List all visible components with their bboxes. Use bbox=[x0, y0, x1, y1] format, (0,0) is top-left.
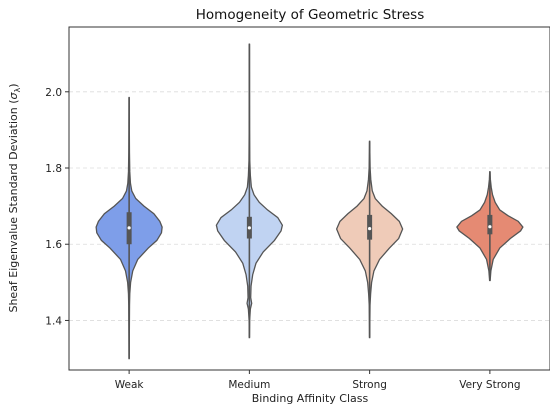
plot-frame bbox=[68, 26, 550, 371]
violin-median bbox=[247, 226, 251, 230]
y-tick-label: 1.4 bbox=[45, 315, 62, 327]
x-axis-ticks: Weak Medium Strong Very Strong bbox=[115, 370, 521, 391]
y-tick-label: 2.0 bbox=[45, 87, 62, 99]
violin-median bbox=[127, 226, 131, 230]
y-axis-label: Sheaf Eigenvalue Standard Deviation (σλ) bbox=[7, 83, 22, 312]
y-tick-label: 1.8 bbox=[45, 163, 62, 175]
x-tick-label: Medium bbox=[228, 379, 270, 391]
violin-median bbox=[368, 227, 372, 231]
y-axis-label-close: ) bbox=[7, 83, 20, 87]
chart-title: Homogeneity of Geometric Stress bbox=[196, 7, 424, 23]
x-tick-label: Very Strong bbox=[459, 379, 520, 391]
x-tick-label: Weak bbox=[115, 379, 145, 391]
violins bbox=[95, 43, 524, 360]
y-tick-label: 1.6 bbox=[45, 239, 62, 251]
violin-median bbox=[488, 225, 492, 229]
x-axis-label: Binding Affinity Class bbox=[252, 392, 369, 405]
x-tick-label: Strong bbox=[352, 379, 387, 391]
y-axis-ticks: 1.4 1.6 1.8 2.0 bbox=[45, 87, 69, 327]
y-axis-label-sigma: σ bbox=[7, 91, 20, 99]
y-axis-label-main: Sheaf Eigenvalue Standard Deviation ( bbox=[7, 99, 20, 312]
y-axis-label-subscript: λ bbox=[13, 88, 22, 93]
